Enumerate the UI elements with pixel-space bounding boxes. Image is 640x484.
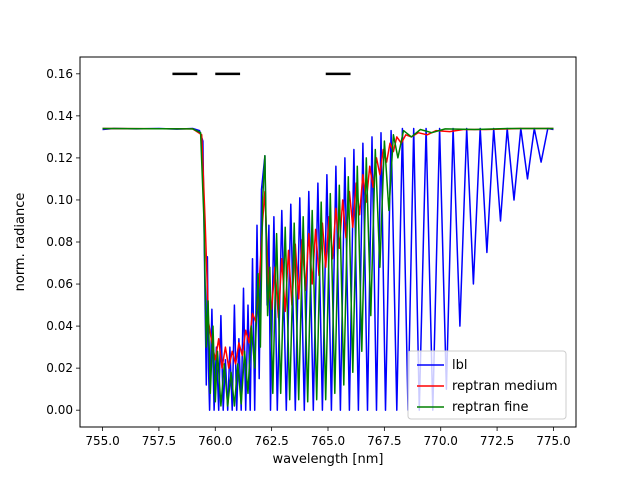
y-tick-label: 0.12 <box>46 151 73 165</box>
y-axis-label: norm. radiance <box>13 193 28 292</box>
series-lines <box>102 127 554 411</box>
legend-label: lbl <box>452 358 467 373</box>
x-tick-label: 770.0 <box>424 434 458 448</box>
x-tick-label: 765.0 <box>311 434 345 448</box>
y-tick-label: 0.16 <box>46 67 73 81</box>
y-tick-label: 0.00 <box>46 403 73 417</box>
y-tick-label: 0.14 <box>46 109 73 123</box>
x-tick-label: 767.5 <box>367 434 401 448</box>
y-tick-label: 0.02 <box>46 361 73 375</box>
x-tick-label: 760.0 <box>198 434 232 448</box>
legend-label: reptran medium <box>452 379 558 394</box>
legend-box <box>407 350 567 420</box>
x-tick-label: 762.5 <box>254 434 288 448</box>
y-tick-label: 0.10 <box>46 193 73 207</box>
x-axis-label: wavelength [nm] <box>273 452 384 467</box>
x-axis: 755.0 757.5 760.0 762.5 765.0 767.5 770.0 772.5… <box>85 427 571 448</box>
axes-spines <box>79 56 577 428</box>
x-tick-label: 757.5 <box>142 434 176 448</box>
y-tick-label: 0.08 <box>46 235 73 249</box>
x-tick-label: 775.0 <box>536 434 570 448</box>
x-tick-label: 772.5 <box>480 434 514 448</box>
series-reptran-fine <box>102 127 554 407</box>
y-tick-label: 0.04 <box>46 319 73 333</box>
y-axis: 0.00 0.02 0.04 0.06 0.08 0.10 0.12 0.14 0.16 <box>46 67 80 417</box>
legend-label: reptran fine <box>452 400 529 415</box>
x-tick-label: 755.0 <box>85 434 119 448</box>
legend: lbl reptran medium reptran fine <box>407 350 567 420</box>
y-tick-label: 0.06 <box>46 277 73 291</box>
